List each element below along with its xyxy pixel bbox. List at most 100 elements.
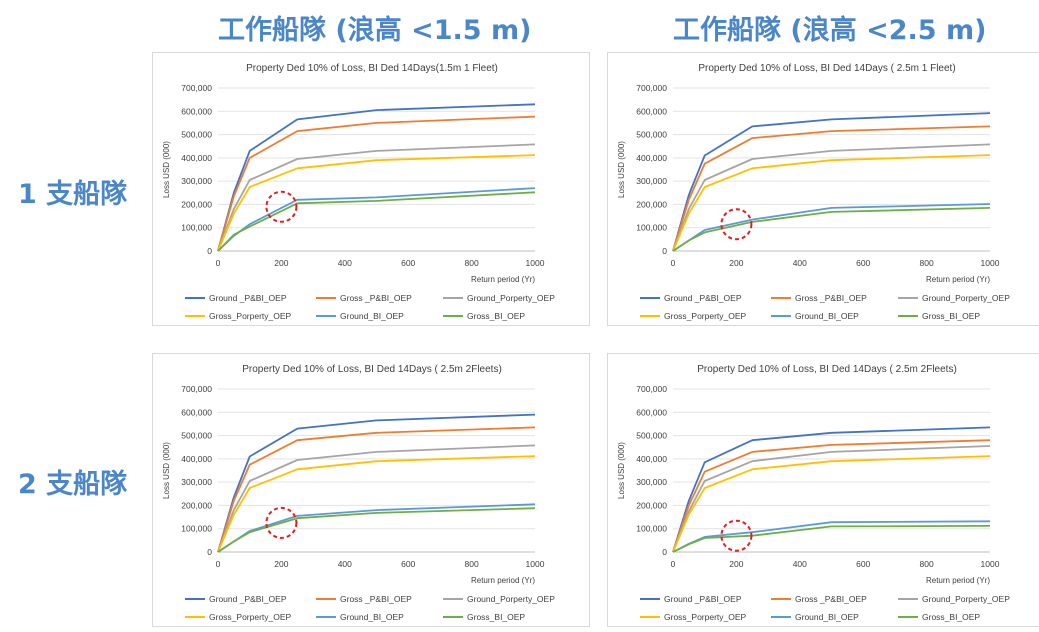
y-tick-label: 400,000: [636, 454, 667, 464]
y-tick-label: 500,000: [636, 431, 667, 441]
x-axis-title: Return period (Yr): [471, 576, 535, 585]
x-tick-label: 1000: [526, 559, 545, 569]
x-tick-label: 1000: [981, 258, 1000, 268]
y-axis-title: Loss USD (000): [617, 442, 626, 499]
legend-label: Gross_BI_OEP: [467, 612, 525, 622]
annotation-circle: [265, 506, 298, 539]
series-line-ground-porperty-oep: [672, 143, 991, 252]
y-tick-label: 0: [207, 547, 212, 557]
y-axis-title: Loss USD (000): [162, 442, 171, 499]
x-axis-title: Return period (Yr): [926, 275, 990, 284]
legend-label: Gross_Porperty_OEP: [664, 612, 747, 622]
series-line-gross-porperty-oep: [672, 154, 991, 252]
legend-label: Ground_Porperty_OEP: [467, 293, 555, 303]
series-line-ground-p-bi-oep: [672, 112, 991, 252]
x-axis-title: Return period (Yr): [926, 576, 990, 585]
column-header-1p5m: 工作船隊 (浪高 <1.5 m): [218, 15, 532, 46]
x-tick-label: 200: [729, 559, 743, 569]
y-tick-label: 700,000: [181, 83, 212, 93]
annotation-circle: [265, 190, 298, 223]
y-tick-label: 700,000: [636, 384, 667, 394]
y-tick-label: 500,000: [181, 130, 212, 140]
legend-label: Ground_Porperty_OEP: [922, 594, 1010, 604]
legend-label: Gross_BI_OEP: [922, 311, 980, 321]
legend-label: Ground_BI_OEP: [795, 612, 859, 622]
x-axis-title: Return period (Yr): [471, 275, 535, 284]
series-line-gross-bi-oep: [217, 191, 536, 252]
legend-label: Ground_Porperty_OEP: [467, 594, 555, 604]
series-line-gross-p-bi-oep: [672, 125, 991, 252]
chart-title: Property Ded 10% of Loss, BI Ded 14Days …: [242, 364, 502, 375]
chart-title: Property Ded 10% of Loss, BI Ded 14Days(…: [246, 63, 498, 74]
x-tick-label: 400: [338, 258, 352, 268]
series-line-gross-bi-oep: [217, 507, 536, 553]
series-line-gross-p-bi-oep: [217, 115, 536, 252]
line-chart: Property Ded 10% of Loss, BI Ded 14Days(…: [162, 63, 555, 321]
series-line-gross-porperty-oep: [217, 154, 536, 252]
y-tick-label: 300,000: [636, 176, 667, 186]
chart-panel-2p5m-2-fleets-right: Property Ded 10% of Loss, BI Ded 14Days …: [607, 353, 1039, 627]
legend-label: Gross _P&BI_OEP: [340, 293, 412, 303]
chart-panel-2p5m-2-fleets-left: Property Ded 10% of Loss, BI Ded 14Days …: [152, 353, 590, 627]
y-tick-label: 100,000: [636, 524, 667, 534]
series-line-gross-porperty-oep: [217, 455, 536, 553]
row-header-1-fleet: 1 支船隊: [18, 179, 128, 210]
x-tick-label: 600: [401, 559, 415, 569]
line-chart: Property Ded 10% of Loss, BI Ded 14Days …: [162, 364, 555, 622]
legend-label: Gross_Porperty_OEP: [209, 612, 292, 622]
x-tick-label: 1000: [526, 258, 545, 268]
y-tick-label: 700,000: [181, 384, 212, 394]
x-tick-label: 200: [274, 559, 288, 569]
y-tick-label: 500,000: [181, 431, 212, 441]
legend-label: Gross_BI_OEP: [922, 612, 980, 622]
legend-label: Ground_BI_OEP: [795, 311, 859, 321]
y-axis-title: Loss USD (000): [162, 141, 171, 198]
legend-label: Gross_BI_OEP: [467, 311, 525, 321]
y-tick-label: 300,000: [636, 477, 667, 487]
series-line-ground-porperty-oep: [217, 444, 536, 553]
y-tick-label: 0: [207, 246, 212, 256]
legend-label: Gross _P&BI_OEP: [340, 594, 412, 604]
y-tick-label: 600,000: [636, 407, 667, 417]
legend-label: Ground _P&BI_OEP: [209, 293, 287, 303]
y-tick-label: 0: [662, 246, 667, 256]
x-tick-label: 0: [671, 559, 676, 569]
y-tick-label: 400,000: [181, 153, 212, 163]
series-line-ground-porperty-oep: [217, 143, 536, 252]
legend-label: Gross _P&BI_OEP: [795, 293, 867, 303]
legend-label: Gross_Porperty_OEP: [209, 311, 292, 321]
annotation-circle: [720, 519, 753, 552]
x-tick-label: 1000: [981, 559, 1000, 569]
series-line-gross-bi-oep: [672, 207, 991, 252]
y-tick-label: 400,000: [181, 454, 212, 464]
legend-label: Ground_BI_OEP: [340, 311, 404, 321]
chart-title: Property Ded 10% of Loss, BI Ded 14Days …: [697, 364, 957, 375]
series-line-gross-porperty-oep: [672, 455, 991, 553]
x-tick-label: 0: [671, 258, 676, 268]
y-tick-label: 400,000: [636, 153, 667, 163]
legend-label: Gross _P&BI_OEP: [795, 594, 867, 604]
row-header-2-fleets: 2 支船隊: [18, 469, 128, 500]
chart-title: Property Ded 10% of Loss, BI Ded 14Days …: [698, 63, 955, 74]
x-tick-label: 200: [729, 258, 743, 268]
x-tick-label: 800: [920, 559, 934, 569]
series-line-gross-p-bi-oep: [672, 439, 991, 553]
y-tick-label: 500,000: [636, 130, 667, 140]
x-tick-label: 200: [274, 258, 288, 268]
y-tick-label: 200,000: [636, 500, 667, 510]
y-tick-label: 300,000: [181, 477, 212, 487]
x-tick-label: 800: [920, 258, 934, 268]
series-line-ground-p-bi-oep: [217, 103, 536, 252]
y-tick-label: 600,000: [181, 106, 212, 116]
series-line-ground-p-bi-oep: [672, 426, 991, 553]
x-tick-label: 600: [856, 258, 870, 268]
y-tick-label: 200,000: [181, 199, 212, 209]
y-tick-label: 100,000: [181, 524, 212, 534]
y-tick-label: 0: [662, 547, 667, 557]
legend-label: Ground_Porperty_OEP: [922, 293, 1010, 303]
legend-label: Ground _P&BI_OEP: [209, 594, 287, 604]
chart-panel-1p5m-1-fleet: Property Ded 10% of Loss, BI Ded 14Days(…: [152, 52, 590, 326]
y-tick-label: 200,000: [636, 199, 667, 209]
series-line-gross-p-bi-oep: [217, 426, 536, 553]
x-tick-label: 600: [856, 559, 870, 569]
